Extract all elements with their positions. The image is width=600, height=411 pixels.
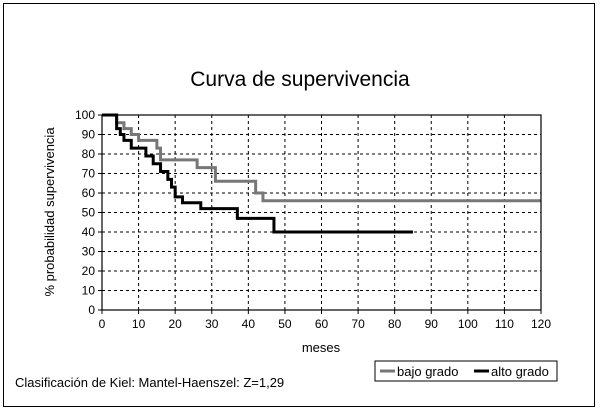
x-tick-label: 10 [132, 317, 146, 331]
series-line-alto-grado [102, 113, 413, 234]
x-tick-label: 110 [495, 317, 514, 331]
x-tick-label: 30 [205, 317, 219, 331]
series-line-bajo-grado [102, 113, 541, 203]
x-tick-label: 120 [531, 317, 551, 331]
y-tick-label: 90 [82, 128, 96, 142]
legend-label-alto-grado: alto grado [491, 364, 549, 379]
y-tick-label: 100 [75, 108, 95, 122]
y-tick-label: 50 [82, 206, 96, 220]
footnote: Clasificación de Kiel: Mantel-Haenszel: … [15, 375, 285, 390]
x-axis-label: meses [302, 340, 341, 355]
x-tick-label: 60 [315, 317, 329, 331]
x-tick-label: 50 [278, 317, 292, 331]
y-tick-label: 30 [82, 245, 96, 259]
y-tick-label: 70 [82, 167, 96, 181]
x-tick-label: 80 [388, 317, 402, 331]
x-tick-label: 0 [99, 317, 106, 331]
legend-box [374, 360, 558, 382]
legend-label-bajo-grado: bajo grado [397, 364, 458, 379]
x-tick-label: 20 [168, 317, 182, 331]
y-tick-label: 0 [88, 303, 95, 317]
x-tick-label: 90 [425, 317, 439, 331]
y-tick-label: 60 [82, 186, 96, 200]
y-tick-label: 10 [82, 284, 96, 298]
y-tick-label: 40 [82, 225, 96, 239]
y-tick-label: 80 [82, 147, 96, 161]
x-tick-label: 100 [458, 317, 478, 331]
chart-title: Curva de supervivencia [190, 68, 410, 91]
legend: bajo grado alto grado [374, 360, 558, 382]
x-tick-label: 40 [242, 317, 256, 331]
y-tick-label: 20 [82, 264, 96, 278]
y-axis-label: % probabilidad supervivencia [42, 127, 57, 297]
x-tick-label: 70 [351, 317, 365, 331]
